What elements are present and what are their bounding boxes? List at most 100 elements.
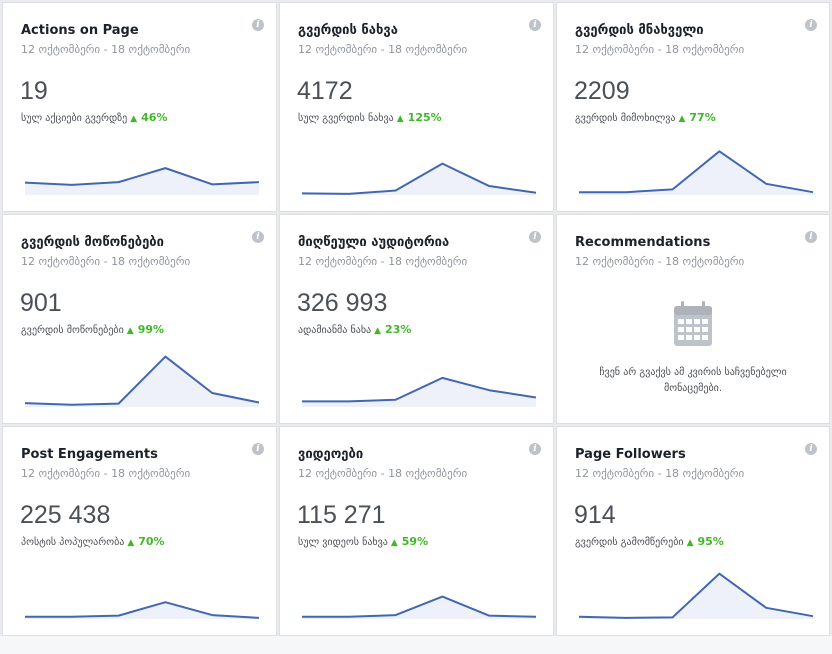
card-reach[interactable]: მიღწეული აუდიტორია 12 ოქტომბერი - 18 ოქტ…: [279, 214, 554, 424]
card-value: 225 438: [20, 501, 111, 529]
card-value: 19: [20, 77, 48, 105]
insights-grid: Actions on Page 12 ოქტომბერი - 18 ოქტომბ…: [2, 2, 830, 636]
info-icon[interactable]: i: [529, 443, 541, 455]
sparkline-chart: [25, 601, 260, 619]
sparkline-area: [25, 602, 259, 619]
delta-percent: 99%: [137, 323, 165, 336]
info-icon[interactable]: i: [529, 231, 541, 243]
sparkline-chart: [24, 167, 260, 195]
card-title: გვერდის მოწონებები: [21, 235, 164, 250]
card-description-text: ადამიანმა ნახა: [298, 325, 372, 336]
card-value: 914: [574, 501, 616, 529]
card-title: გვერდის მნახველი: [575, 23, 704, 38]
card-description-text: სულ აქციები გვერდზე: [21, 113, 128, 124]
up-arrow-icon: ▲: [686, 538, 694, 548]
card-page-views[interactable]: გვერდის ნახვა 12 ოქტომბერი - 18 ოქტომბერ…: [279, 2, 554, 212]
info-icon[interactable]: i: [252, 443, 264, 455]
card-description: პოსტის პოპულარობა ▲ 70%: [21, 535, 165, 548]
delta-percent: 125%: [407, 111, 442, 124]
delta-percent: 95%: [697, 535, 724, 548]
card-page-followers[interactable]: Page Followers 12 ოქტომბერი - 18 ოქტომბე…: [556, 426, 830, 636]
card-date-range: 12 ოქტომბერი - 18 ოქტომბერი: [298, 467, 468, 480]
delta-percent: 23%: [385, 323, 412, 336]
card-date-range: 12 ოქტომბერი - 18 ოქტომბერი: [298, 43, 468, 56]
up-arrow-icon: ▲: [127, 538, 135, 548]
sparkline-line: [24, 355, 260, 406]
card-description: გვერდის მიმოხილვა ▲ 77%: [575, 111, 716, 124]
card-title: მიღწეული აუდიტორია: [298, 235, 450, 250]
info-icon[interactable]: i: [252, 19, 264, 31]
info-icon[interactable]: i: [529, 19, 541, 31]
info-icon[interactable]: i: [805, 443, 817, 455]
card-title: Page Followers: [575, 447, 686, 462]
card-title: Recommendations: [575, 235, 711, 250]
empty-state-text: ჩვენ არ გვაქვს ამ კვირის საჩვენებელი მონ…: [599, 367, 787, 394]
up-arrow-icon: ▲: [390, 538, 398, 548]
card-post-engagements[interactable]: Post Engagements 12 ოქტომბერი - 18 ოქტომ…: [2, 426, 277, 636]
sparkline-area: [302, 163, 536, 195]
card-description-text: პოსტის პოპულარობა: [21, 537, 125, 548]
card-value: 326 993: [297, 289, 388, 317]
sparkline-area: [302, 596, 536, 619]
card-date-range: 12 ოქტომბერი - 18 ოქტომბერი: [298, 255, 468, 268]
sparkline-chart: [24, 355, 260, 407]
card-title: ვიდეოები: [298, 447, 364, 462]
up-arrow-icon: ▲: [396, 114, 404, 124]
card-value: 2209: [574, 77, 630, 105]
info-icon[interactable]: i: [805, 19, 817, 31]
delta-percent: 70%: [138, 535, 165, 548]
sparkline-line: [301, 162, 537, 195]
sparkline-area: [579, 151, 813, 195]
sparkline-area: [25, 356, 259, 407]
card-description: სულ აქციები გვერდზე ▲ 46%: [21, 111, 167, 124]
up-arrow-icon: ▲: [130, 114, 138, 124]
info-icon[interactable]: i: [252, 231, 264, 243]
up-arrow-icon: ▲: [126, 326, 134, 336]
card-description: გვერდის მოწონებები ▲ 99%: [21, 323, 164, 336]
card-page-visitors[interactable]: გვერდის მნახველი 12 ოქტომბერი - 18 ოქტომ…: [556, 2, 830, 212]
card-recommendations[interactable]: Recommendations 12 ოქტომბერი - 18 ოქტომბ…: [556, 214, 830, 424]
card-videos[interactable]: ვიდეოები 12 ოქტომბერი - 18 ოქტომბერი i 1…: [279, 426, 554, 636]
card-description: ადამიანმა ნახა ▲ 23%: [298, 323, 411, 336]
calendar-icon: [674, 301, 712, 346]
up-arrow-icon: ▲: [678, 114, 686, 124]
card-date-range: 12 ოქტომბერი - 18 ოქტომბერი: [21, 467, 191, 480]
card-date-range: 12 ოქტომბერი - 18 ოქტომბერი: [575, 255, 745, 268]
card-description-text: სულ ვიდეოს ნახვა: [298, 537, 388, 548]
info-icon[interactable]: i: [805, 231, 817, 243]
sparkline-chart: [579, 150, 814, 195]
delta-percent: 46%: [141, 111, 168, 124]
sparkline-area: [302, 377, 536, 407]
delta-percent: 77%: [689, 111, 716, 124]
sparkline-line: [579, 150, 814, 194]
card-value: 901: [20, 289, 62, 317]
card-description-text: გვერდის გამომწერები: [575, 537, 684, 548]
up-arrow-icon: ▲: [374, 326, 382, 336]
bottom-bar: [0, 636, 832, 654]
sparkline-line: [25, 601, 260, 619]
sparkline-line: [24, 167, 260, 186]
sparkline-chart: [302, 595, 537, 619]
card-date-range: 12 ოქტომბერი - 18 ოქტომბერი: [575, 43, 745, 56]
card-date-range: 12 ოქტომბერი - 18 ოქტომბერი: [575, 467, 745, 480]
card-date-range: 12 ოქტომბერი - 18 ოქტომბერი: [21, 255, 191, 268]
sparkline-line: [302, 376, 537, 403]
card-description-text: გვერდის მიმოხილვა: [575, 113, 676, 124]
card-page-likes[interactable]: გვერდის მოწონებები 12 ოქტომბერი - 18 ოქტ…: [2, 214, 277, 424]
card-description: გვერდის გამომწერები ▲ 95%: [575, 535, 724, 548]
card-value: 4172: [297, 77, 353, 105]
card-date-range: 12 ოქტომბერი - 18 ოქტომბერი: [21, 43, 191, 56]
delta-percent: 59%: [401, 535, 429, 548]
sparkline-line: [578, 572, 814, 619]
sparkline-chart: [578, 572, 814, 619]
card-description-text: სულ გვერდის ნახვა: [298, 113, 394, 124]
card-actions-on-page[interactable]: Actions on Page 12 ოქტომბერი - 18 ოქტომბ…: [2, 2, 277, 212]
card-value: 115 271: [297, 501, 386, 529]
card-description-text: გვერდის მოწონებები: [21, 325, 124, 336]
card-description: სულ ვიდეოს ნახვა ▲ 59%: [298, 535, 428, 548]
card-title: Post Engagements: [21, 447, 158, 462]
sparkline-line: [302, 595, 537, 618]
card-description: სულ გვერდის ნახვა ▲ 125%: [298, 111, 442, 124]
sparkline-chart: [301, 162, 537, 195]
card-title: გვერდის ნახვა: [298, 23, 398, 38]
